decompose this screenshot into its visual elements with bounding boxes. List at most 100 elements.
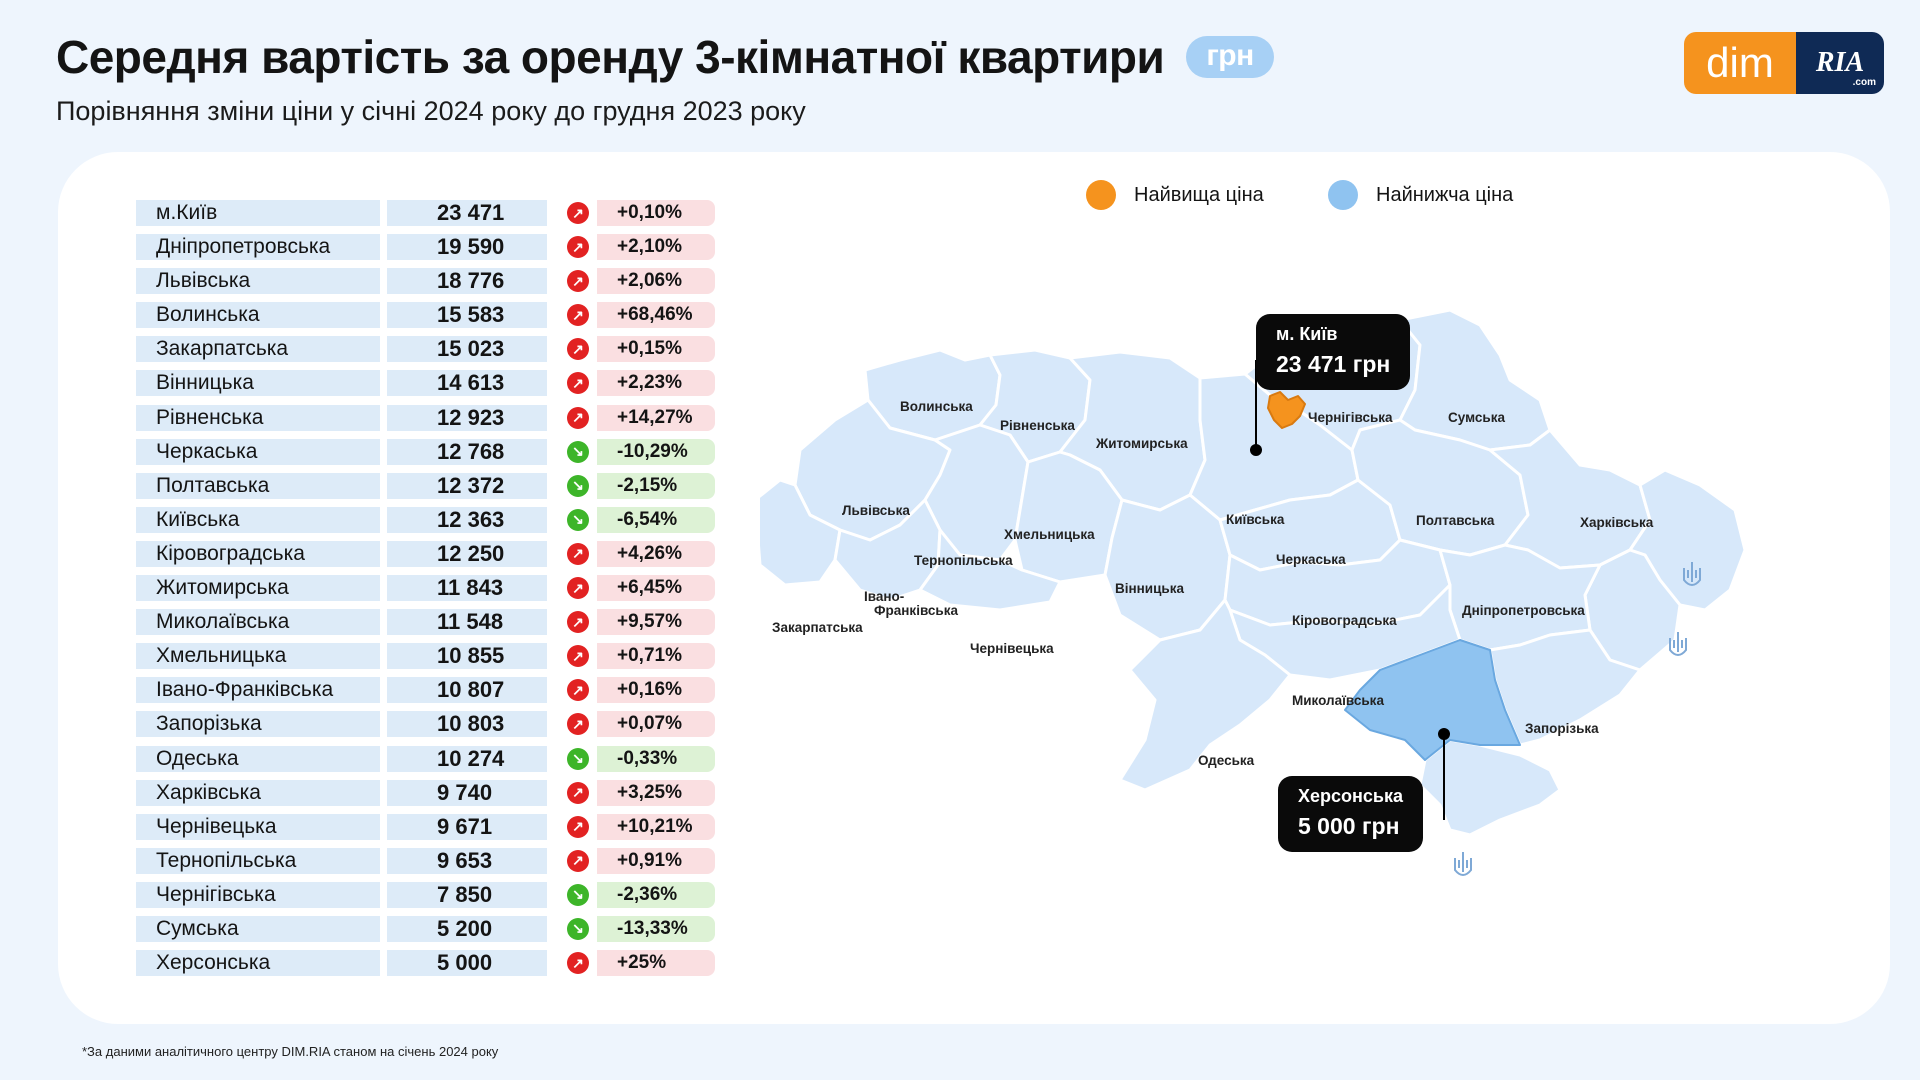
change-cell: -0,33%	[597, 745, 715, 772]
label-khmelnytska: Хмельницька	[1004, 527, 1095, 542]
change-cell: +0,91%	[597, 847, 715, 874]
arrow-down-icon: ↘	[567, 883, 589, 906]
trident-icon	[1454, 852, 1472, 876]
arrow-up-icon: ↗	[567, 679, 589, 702]
trend-indicator: ↗	[565, 575, 591, 601]
label-kharkivska: Харківська	[1580, 515, 1654, 530]
label-zaporizka: Запорізька	[1525, 721, 1599, 736]
change-cell: +0,15%	[597, 336, 715, 363]
legend-lowest-dot	[1328, 180, 1358, 210]
arrow-up-icon: ↗	[567, 781, 589, 804]
legend-lowest-label: Найнижча ціна	[1376, 183, 1514, 206]
region-name-cell: Хмельницька	[136, 643, 380, 670]
trident-icon	[1683, 562, 1701, 586]
table-row: Вінницька 14 613 ↗ +2,23%	[136, 370, 715, 397]
region-kyiv-city	[1267, 391, 1306, 429]
label-mykolaivska: Миколаївська	[1292, 693, 1384, 708]
table-row: Кіровоградська 12 250 ↗ +4,26%	[136, 540, 715, 567]
price-cell: 11 548	[387, 609, 547, 636]
page-subtitle: Порівняння зміни ціни у січні 2024 року …	[56, 96, 806, 126]
arrow-up-icon: ↗	[567, 202, 589, 224]
label-lvivska: Львівська	[842, 503, 910, 518]
kyiv-pointer-dot	[1250, 444, 1262, 456]
legend-highest-dot	[1086, 180, 1116, 210]
arrow-down-icon: ↘	[567, 440, 589, 463]
price-cell: 9 740	[387, 779, 547, 806]
arrow-up-icon: ↗	[567, 406, 589, 429]
arrow-up-icon: ↗	[567, 611, 589, 634]
arrow-up-icon: ↗	[567, 338, 589, 361]
change-cell: +4,26%	[597, 540, 715, 567]
change-cell: -13,33%	[597, 915, 715, 942]
change-cell: +3,25%	[597, 779, 715, 806]
region-name-cell: м.Київ	[136, 200, 380, 226]
label-zhytomyrska: Житомирська	[1095, 436, 1188, 451]
label-chernihivska: Чернігівська	[1308, 410, 1393, 425]
region-name-cell: Кіровоградська	[136, 540, 380, 567]
price-cell: 19 590	[387, 234, 547, 261]
kherson-pointer-dot	[1438, 728, 1450, 740]
table-row: Закарпатська 15 023 ↗ +0,15%	[136, 336, 715, 363]
change-cell: +0,71%	[597, 643, 715, 670]
region-name-cell: Київська	[136, 506, 380, 533]
label-dnipropetrovska: Дніпропетровська	[1462, 603, 1585, 618]
change-cell: +2,06%	[597, 268, 715, 295]
table-row: Одеська 10 274 ↘ -0,33%	[136, 745, 715, 772]
table-row: Харківська 9 740 ↗ +3,25%	[136, 779, 715, 806]
region-khersonska	[1344, 639, 1521, 761]
table-row: Київська 12 363 ↘ -6,54%	[136, 506, 715, 533]
table-row: Івано-Франківська 10 807 ↗ +0,16%	[136, 677, 715, 704]
label-volynska: Волинська	[900, 399, 973, 414]
label-kyivska: Київська	[1226, 512, 1285, 527]
trend-indicator: ↗	[565, 643, 591, 669]
price-cell: 10 803	[387, 711, 547, 738]
region-name-cell: Львівська	[136, 268, 380, 295]
change-cell: +9,57%	[597, 609, 715, 636]
trend-indicator: ↘	[565, 746, 591, 772]
trident-icon	[1669, 632, 1687, 656]
arrow-up-icon: ↗	[567, 304, 589, 327]
region-crimea	[1418, 738, 1562, 837]
table-row: Львівська 18 776 ↗ +2,06%	[136, 268, 715, 295]
label-odeska: Одеська	[1198, 753, 1255, 768]
change-cell: +2,10%	[597, 234, 715, 261]
trident-icons	[1454, 562, 1701, 876]
trend-indicator: ↗	[565, 848, 591, 874]
price-cell: 10 274	[387, 745, 547, 772]
region-name-cell: Вінницька	[136, 370, 380, 397]
table-row: Чернівецька 9 671 ↗ +10,21%	[136, 813, 715, 840]
trend-indicator: ↗	[565, 370, 591, 396]
callout-lowest: Херсонська 5 000 грн	[1278, 776, 1423, 852]
region-chernivetska	[918, 528, 1062, 612]
region-name-cell: Полтавська	[136, 472, 380, 499]
table-row: Волинська 15 583 ↗ +68,46%	[136, 302, 715, 329]
price-cell: 12 363	[387, 506, 547, 533]
price-cell: 23 471	[387, 200, 547, 226]
table-row: Тернопільська 9 653 ↗ +0,91%	[136, 847, 715, 874]
trend-indicator: ↘	[565, 439, 591, 465]
table-row: Запорізька 10 803 ↗ +0,07%	[136, 711, 715, 738]
trend-indicator: ↗	[565, 780, 591, 806]
table-row: Черкаська 12 768 ↘ -10,29%	[136, 438, 715, 465]
region-name-cell: Житомирська	[136, 575, 380, 602]
change-cell: +0,10%	[597, 200, 715, 226]
title-text: Середня вартість за оренду 3-кімнатної к…	[56, 31, 1165, 83]
region-name-cell: Рівненська	[136, 404, 380, 431]
arrow-up-icon: ↗	[567, 236, 589, 259]
arrow-up-icon: ↗	[567, 542, 589, 565]
callout-highest-name: м. Київ	[1276, 324, 1338, 344]
trend-indicator: ↗	[565, 268, 591, 294]
price-cell: 5 000	[387, 950, 547, 977]
logo-ria: RIA .com	[1796, 32, 1884, 94]
region-name-cell: Тернопільська	[136, 847, 380, 874]
change-cell: +10,21%	[597, 813, 715, 840]
trend-indicator: ↘	[565, 916, 591, 942]
price-cell: 18 776	[387, 268, 547, 295]
arrow-down-icon: ↘	[567, 747, 589, 770]
region-name-cell: Сумська	[136, 915, 380, 942]
logo-ria-text: RIA	[1815, 47, 1865, 78]
arrow-up-icon: ↗	[567, 952, 589, 975]
trend-indicator: ↗	[565, 302, 591, 328]
footnote: *За даними аналітичного центру DIM.RIA с…	[82, 1044, 499, 1059]
legend-highest: Найвища ціна	[1086, 180, 1264, 210]
